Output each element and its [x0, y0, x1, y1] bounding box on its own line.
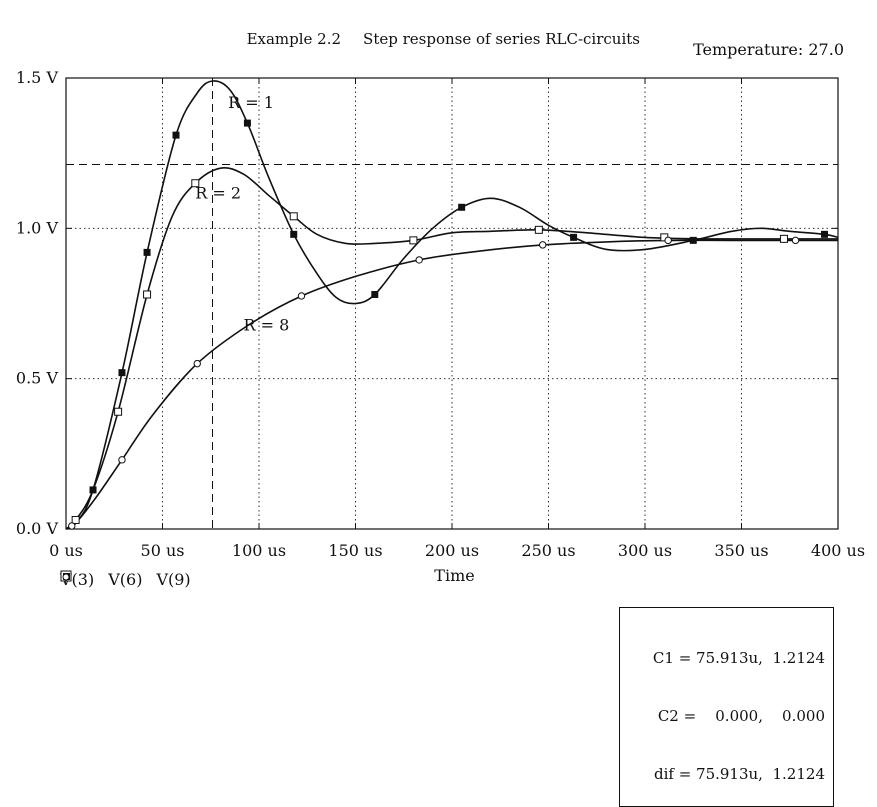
chart-title-example: Example 2.2 — [246, 30, 342, 48]
curve-label-v9: R = 8 — [244, 316, 290, 335]
marker-group — [68, 119, 828, 530]
marker-v6 — [820, 230, 828, 238]
axis-ticks: 0 us 50 us 100 us 150 us 200 us 250 us 300 us 3… — [16, 68, 865, 560]
marker-v9 — [193, 359, 201, 368]
marker-v6 — [118, 369, 126, 377]
x-tick-label: 300 us — [618, 541, 672, 560]
y-tick-label: 0.0 V — [16, 519, 59, 538]
x-tick-label: 250 us — [521, 541, 575, 560]
marker-v6 — [290, 230, 298, 238]
curve-annotations: R = 2 R = 1 R = 8 — [195, 93, 289, 334]
x-tick-label: 200 us — [425, 541, 479, 560]
marker-v9 — [415, 256, 423, 264]
marker-v9 — [297, 292, 306, 300]
marker-v3 — [71, 515, 80, 524]
cursor-c1-value: 1.2124 — [772, 649, 826, 667]
x-axis-title-text: Time — [434, 566, 475, 585]
cursor-c2-value: 0.000 — [782, 707, 825, 725]
marker-v6 — [143, 248, 151, 256]
cursor-dif-value: 1.2124 — [772, 765, 826, 783]
marker-v9 — [118, 456, 126, 464]
x-tick-label: 400 us — [811, 541, 865, 560]
cursor-c2-row: C2 = 0.000, 0.000 — [620, 705, 833, 727]
legend: V(3) V(6) V(9) — [60, 570, 201, 589]
marker-v3 — [191, 179, 200, 188]
marker-v9 — [791, 236, 800, 245]
y-tick-label: 0.5 V — [16, 369, 59, 388]
cursor-lines[interactable] — [66, 78, 838, 529]
chart-title-text: Step response of series RLC-circuits — [363, 30, 640, 48]
y-tick-label: 1.0 V — [16, 218, 59, 237]
x-tick-label: 350 us — [714, 541, 768, 560]
curve-label-v6: R = 1 — [228, 93, 274, 112]
legend-label: V(6) — [108, 570, 143, 589]
marker-v6 — [89, 486, 97, 494]
series-line-v6 — [65, 80, 839, 530]
marker-v9 — [68, 522, 76, 530]
marker-v6 — [243, 119, 251, 127]
series-line-v3 — [65, 167, 838, 530]
marker-v3 — [534, 225, 543, 234]
y-tick-label: 1.5 V — [16, 68, 59, 87]
cursor-dif-label: dif = 75.913u, — [653, 765, 763, 783]
series-line-v9 — [65, 239, 838, 530]
x-tick-label: 0 us — [49, 541, 83, 560]
cursor-c2-label: C2 = 0.000, — [657, 707, 763, 725]
marker-v3 — [289, 212, 298, 221]
marker-v9 — [664, 236, 672, 245]
marker-v6 — [570, 233, 578, 241]
marker-v6 — [371, 290, 379, 298]
marker-v6 — [458, 203, 466, 211]
marker-v3 — [409, 236, 418, 245]
cursor-readout-box: C1 = 75.913u, 1.2124 C2 = 0.000, 0.000 d… — [619, 607, 834, 807]
x-tick-label: 50 us — [141, 541, 185, 560]
curve-label-v3: R = 2 — [195, 183, 241, 202]
grid-lines — [66, 78, 838, 529]
x-axis-title: Time — [0, 566, 877, 585]
x-tick-label: 100 us — [232, 541, 286, 560]
x-tick-label: 150 us — [328, 541, 382, 560]
legend-marker-icon — [62, 573, 70, 581]
cursor-dif-row: dif = 75.913u, 1.2124 — [620, 763, 833, 785]
legend-open-circle-icon — [62, 573, 70, 581]
temperature-label: Temperature: 27.0 — [693, 40, 844, 59]
marker-v3 — [779, 234, 788, 243]
marker-v6 — [689, 236, 697, 244]
chart-title: Example 2.2 Step response of series RLC-c… — [0, 12, 877, 48]
series-group — [65, 80, 839, 530]
marker-v9 — [539, 241, 547, 249]
legend-label: V(9) — [156, 570, 191, 589]
marker-v6 — [172, 131, 180, 139]
cursor-c1-row: C1 = 75.913u, 1.2124 — [620, 647, 833, 669]
plot-area[interactable]: 0 us 50 us 100 us 150 us 200 us 250 us 300 us 3… — [0, 0, 877, 695]
marker-v3 — [114, 407, 123, 416]
marker-v3 — [143, 290, 152, 299]
legend-item-v9: V(9) — [62, 570, 191, 589]
cursor-c1-label: C1 = 75.913u, — [652, 649, 763, 667]
